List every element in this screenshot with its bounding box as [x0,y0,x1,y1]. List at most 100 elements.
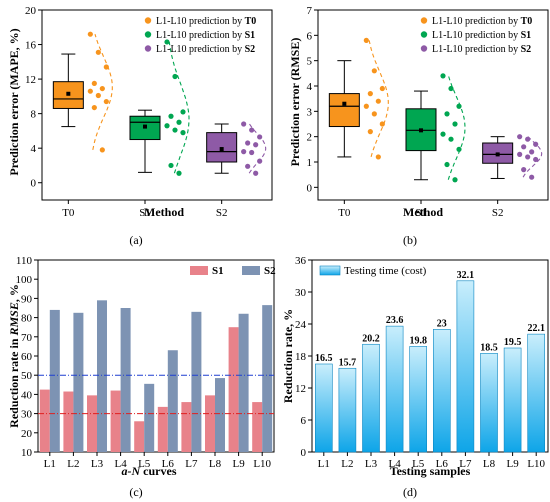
data-point [241,149,247,155]
y-tick-label: 5 [307,56,313,68]
x-tick-label: L6 [436,458,449,470]
bar-s1 [39,389,50,452]
bar [480,353,498,453]
data-point [172,73,178,80]
legend-label-method: S1 [245,30,256,41]
bar-value-label: 15.7 [339,357,357,368]
y-tick-label: 20 [21,428,33,440]
y-tick-label: 4 [31,143,37,155]
panel-c-chart: Reduction rate in RMSE, % a-N curves (c)… [7,255,276,499]
panel-c-xlabel-tail: curves [140,464,177,478]
data-point [87,31,93,37]
data-point [452,121,458,127]
legend-swatch [242,266,260,275]
density-curve [522,136,543,178]
box-mean [66,91,71,96]
density-curve [248,123,267,174]
y-tick-label: 7 [307,5,313,17]
y-tick-label: 12 [25,74,36,86]
y-tick-label: 40 [21,389,33,401]
legend-label: S2 [264,265,276,277]
bar-s1 [252,402,263,452]
x-tick-label: L1 [318,458,330,470]
x-tick-label: S1 [139,207,151,219]
bar-s2 [73,312,84,452]
bar [338,367,357,453]
y-tick-label: 36 [295,255,307,267]
bar-value-label: 22.1 [527,323,545,334]
bar-value-label: 16.5 [315,353,333,364]
panel-c-ylabel: Reduction rate in RMSE, % [7,284,21,428]
legend-label-method: T0 [245,16,257,27]
legend-label: Testing time (cost) [344,265,427,277]
data-point [529,174,535,180]
data-point [164,123,170,129]
panel-d-chart: Reduction rate, % Testing samples (d) 0 6… [281,255,549,499]
data-point [253,142,259,148]
data-point [440,131,446,137]
x-tick-label: S2 [492,207,504,219]
legend-label-prefix: L1-L10 prediction by [156,44,245,55]
x-tick-label: S1 [415,207,427,219]
data-point [444,111,450,117]
plot-frame [41,9,273,201]
panel-d-ylabel: Reduction rate, % [281,309,295,403]
data-point [533,156,539,163]
x-tick-label: L10 [253,458,271,470]
x-tick-label: S2 [216,207,228,219]
y-tick-label: 110 [16,255,33,267]
bar-s2 [167,350,178,452]
bar [456,280,475,453]
x-tick-label: L3 [365,458,378,470]
x-tick-label: L5 [138,458,151,470]
legend-marker [420,31,428,38]
data-point [517,134,523,140]
data-point [176,119,182,125]
bar-value-label: 23.6 [386,315,404,326]
plot-frame [317,9,549,201]
legend-label-prefix: L1-L10 prediction by [432,30,521,41]
panel-c-ylabel-italic: RMSE [7,302,21,336]
data-point [448,85,454,92]
x-tick-label: L8 [483,458,496,470]
bar-s2 [144,383,155,452]
data-point [525,154,531,160]
legend-label: L1-L10 prediction by S2 [432,44,531,55]
data-point [241,121,247,127]
box-mean [219,147,224,152]
legend-marker [144,45,152,52]
data-point [371,68,377,74]
legend-label-prefix: L1-L10 prediction by [432,44,521,55]
data-point [517,151,523,157]
legend-label-method: S2 [521,44,532,55]
bar-s1 [157,406,168,452]
box-mean [495,152,500,157]
y-tick-label: 70 [21,332,33,344]
y-tick-label: 2 [307,132,313,144]
y-tick-label: 100 [16,274,33,286]
panel-a-ylabel: Prediction error (MAPE, %) [7,28,21,175]
data-point [253,170,259,176]
data-point [245,163,251,169]
legend-label: L1-L10 prediction by S2 [156,44,255,55]
data-point [379,85,385,92]
x-tick-label: L4 [114,458,127,470]
y-tick-label: 60 [21,351,33,363]
legend-swatch [319,265,341,276]
y-tick-label: 8 [31,109,37,121]
legend-label-prefix: L1-L10 prediction by [432,16,521,27]
bar-value-label: 18.5 [480,342,498,353]
legend-label-prefix: L1-L10 prediction by [156,30,245,41]
y-tick-label: 30 [295,287,307,299]
bar [409,346,428,453]
x-tick-label: L8 [209,458,222,470]
x-tick-label: L9 [506,458,519,470]
x-tick-label: T0 [62,207,75,219]
bar-s1 [110,390,121,452]
legend-marker [144,17,152,24]
legend-label-method: T0 [521,16,533,27]
legend-swatch [190,266,208,275]
bar-value-label: 19.8 [409,335,427,346]
y-tick-label: 6 [301,415,307,427]
box-mean [143,124,147,129]
